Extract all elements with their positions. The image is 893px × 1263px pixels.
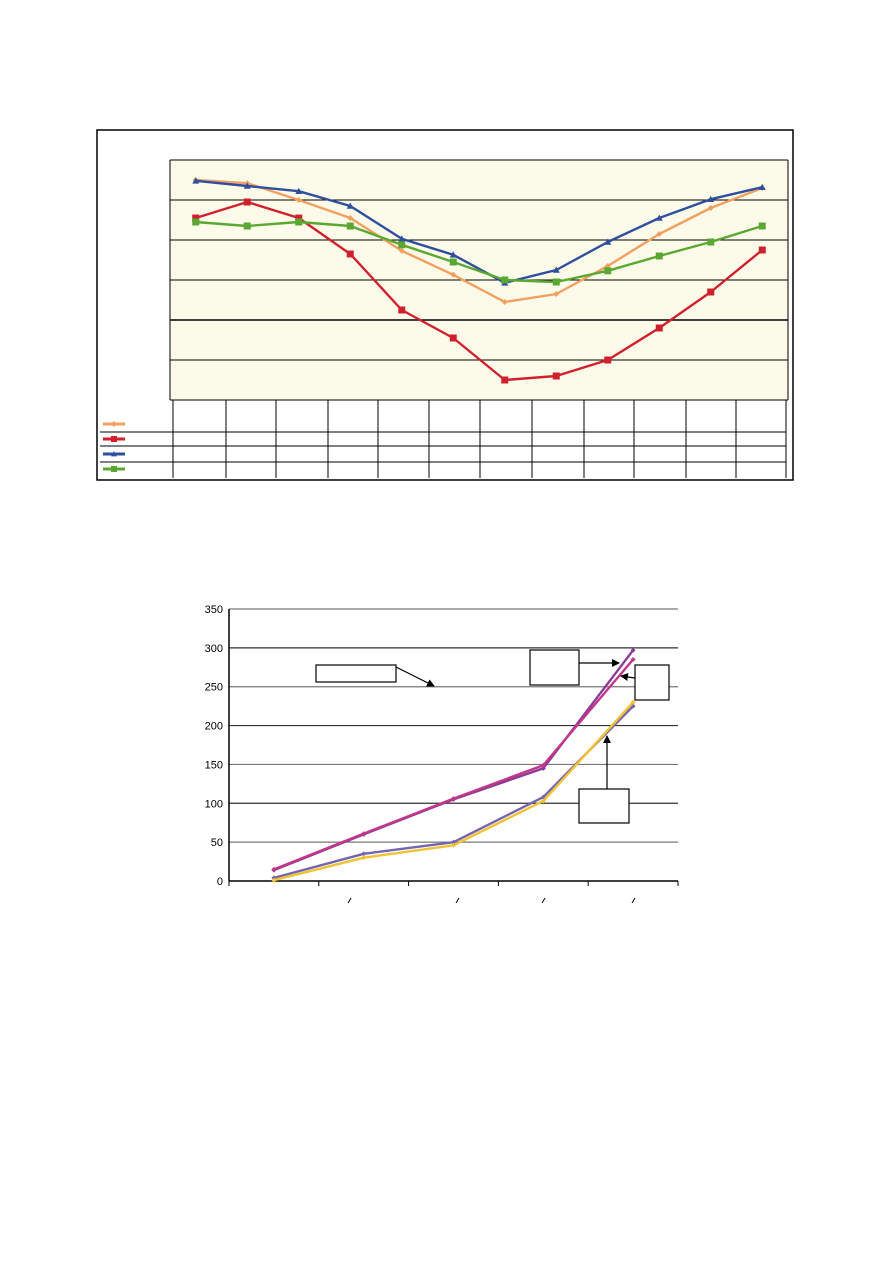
chart2-x-label-fragment <box>347 897 352 904</box>
chart2-data-point <box>630 647 636 653</box>
chart2-annotation-box <box>529 649 580 686</box>
chart2-y-tick-label: 250 <box>205 682 223 694</box>
chart1-data-point <box>758 222 766 230</box>
chart1-legend-key-marker <box>111 451 117 457</box>
chart1-data-point <box>398 306 406 314</box>
chart1-data-point <box>192 177 200 184</box>
chart2-x-label-fragment <box>631 897 636 904</box>
chart2-data-point <box>540 798 546 804</box>
chart1-data-point <box>347 215 354 221</box>
chart1-data-point <box>243 182 251 189</box>
chart1-data-point <box>553 291 560 297</box>
chart1-data-point <box>707 288 715 296</box>
chart1-data-point <box>501 299 508 305</box>
chart2-y-tick-label: 100 <box>205 798 223 810</box>
chart2-series-group <box>271 647 636 883</box>
chart1-data-point <box>552 266 560 273</box>
chart1-legend-key-marker <box>111 421 117 427</box>
chart1-data-point <box>707 238 715 246</box>
chart2-data-point <box>361 831 367 837</box>
chart1-data-point <box>398 235 406 242</box>
chart1-series-line <box>195 179 763 284</box>
chart2-data-point <box>361 851 367 857</box>
chart2-data-point <box>271 877 277 883</box>
chart1-data-point <box>449 258 457 266</box>
chart2-annotations <box>315 649 670 824</box>
chart1-data-point <box>449 251 457 258</box>
chart1-data-point <box>346 222 354 230</box>
chart1-data-point <box>501 376 509 384</box>
chart1-data-point <box>758 183 766 190</box>
chart1-data-point <box>295 187 303 194</box>
chart1-data-point <box>295 197 302 203</box>
chart2-y-tick-label: 350 <box>205 604 223 616</box>
chart2-data-point <box>451 842 456 848</box>
chart1-series-group <box>192 177 766 384</box>
chart2-plot-area <box>229 609 678 881</box>
chart1-legend-key-marker <box>111 436 117 442</box>
chart1-data-point <box>656 231 663 237</box>
chart1-data-point <box>655 214 663 221</box>
chart2-annotation-box <box>634 664 670 701</box>
chart1-data-point <box>398 241 406 249</box>
chart1-data-point <box>604 238 612 245</box>
chart1-data-point <box>449 334 457 342</box>
chart1-data-point <box>243 198 251 206</box>
chart2-x-label-fragment <box>455 897 460 904</box>
chart1-data-point <box>501 276 509 284</box>
chart2-data-point <box>361 855 367 861</box>
chart1-data-point <box>552 278 560 286</box>
chart1-series-line <box>195 178 763 304</box>
chart2-data-point <box>630 699 636 705</box>
chart2-data-point <box>630 657 636 663</box>
chart2-gridlines <box>228 608 679 904</box>
chart1-data-point <box>707 205 714 211</box>
chart1-data-point <box>604 356 612 364</box>
chart2-y-tick-labels: 0 50 100 150 200 250 300 350 <box>205 604 223 888</box>
chart1-data-point <box>552 372 560 380</box>
chart1-series-line <box>195 200 764 382</box>
chart1-data-table <box>100 400 787 478</box>
chart2-data-point <box>540 762 546 768</box>
chart2-data-point <box>271 866 277 872</box>
chart1-data-point <box>192 214 200 222</box>
chart2-annotation-arrow <box>620 673 636 681</box>
chart1-data-point <box>450 271 457 278</box>
chart1-data-point <box>346 202 354 209</box>
chart2-data-point <box>451 796 456 802</box>
chart1-data-point <box>295 214 303 222</box>
chart1-data-point <box>295 218 303 226</box>
chart1-legend-key-marker <box>111 466 117 472</box>
chart1-data-point <box>192 218 200 226</box>
chart2-annotation-box <box>315 664 397 683</box>
chart1-data-point <box>758 246 766 254</box>
line-chart-top <box>96 129 794 481</box>
chart1-data-point <box>655 252 663 260</box>
chart1-data-point <box>707 195 715 202</box>
chart1-data-point <box>604 267 612 275</box>
chart2-data-point <box>540 765 546 771</box>
chart2-y-tick-label: 50 <box>211 837 223 849</box>
chart2-y-tick-label: 150 <box>205 759 223 771</box>
chart1-data-point <box>243 222 251 230</box>
chart2-y-tick-label: 0 <box>217 876 223 888</box>
chart1-series-line <box>195 220 763 284</box>
chart2-annotation-box <box>578 788 630 824</box>
chart2-y-tick-label: 300 <box>205 643 223 655</box>
chart1-data-point <box>398 247 405 254</box>
chart1-data-point <box>346 250 354 258</box>
chart1-data-point <box>655 324 663 332</box>
chart2-annotation-arrow <box>395 666 435 687</box>
chart2-x-label-fragment <box>541 897 546 904</box>
chart2-y-tick-label: 200 <box>205 721 223 733</box>
chart1-gridlines <box>169 159 789 401</box>
